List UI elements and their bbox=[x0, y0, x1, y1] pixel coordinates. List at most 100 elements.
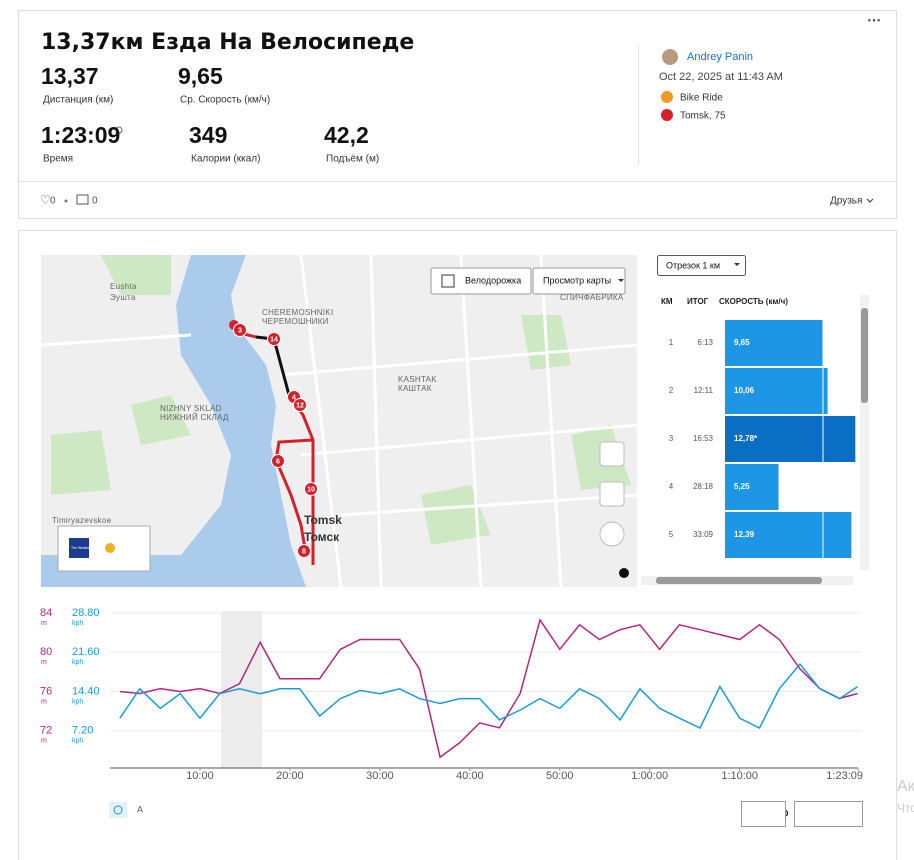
split-selector[interactable] bbox=[657, 255, 746, 276]
chevron bbox=[866, 198, 874, 203]
split-bar[interactable] bbox=[725, 512, 852, 558]
visibility[interactable]: Друзья bbox=[830, 196, 862, 207]
column-header: КМ bbox=[661, 297, 673, 306]
fullscreen-button[interactable] bbox=[599, 441, 625, 467]
weather-logo bbox=[69, 538, 89, 558]
distance-toggle[interactable]: A bbox=[137, 804, 143, 814]
stat-label: Дистанция (км) bbox=[43, 95, 113, 106]
route-marker bbox=[267, 332, 281, 346]
side-text: Ак bbox=[897, 778, 914, 795]
map-label: Tomsk bbox=[304, 513, 342, 527]
route-marker bbox=[271, 454, 285, 468]
route-marker bbox=[297, 544, 311, 558]
route-marker-label: 3 bbox=[238, 327, 242, 334]
split-bar[interactable] bbox=[725, 368, 828, 414]
map-label: CHEREMOSHNIKI bbox=[262, 308, 333, 317]
scrollbar[interactable] bbox=[860, 295, 869, 570]
compass-button[interactable] bbox=[599, 521, 625, 547]
stat-value: 42,2 bbox=[324, 122, 369, 148]
chevron bbox=[618, 279, 624, 282]
scroll-thumb[interactable] bbox=[656, 577, 822, 584]
legend-item[interactable] bbox=[794, 801, 863, 827]
parks bbox=[51, 255, 631, 545]
y-tick-label: 14.40 bbox=[72, 685, 100, 697]
center-button[interactable] bbox=[599, 481, 625, 507]
route-marker bbox=[293, 398, 307, 412]
y2-unit: m bbox=[41, 738, 47, 745]
split-bar[interactable] bbox=[725, 464, 779, 510]
roads bbox=[40, 254, 638, 588]
series-line bbox=[119, 663, 859, 730]
map-label: Timiryazevskoe bbox=[52, 516, 112, 525]
time-toggle[interactable] bbox=[109, 802, 127, 818]
map-label: KASHTAK bbox=[398, 375, 437, 384]
stat-label: Ср. Скорость (км/ч) bbox=[180, 95, 270, 106]
like-icon[interactable]: ♡ bbox=[40, 193, 51, 207]
bike-lane-toggle[interactable] bbox=[430, 267, 532, 295]
avatar[interactable] bbox=[662, 49, 678, 65]
y2-unit: m bbox=[41, 659, 47, 666]
chevron bbox=[734, 263, 740, 266]
route-marker bbox=[304, 482, 318, 496]
y-unit: kph bbox=[72, 659, 83, 666]
y2-tick-label: 84 bbox=[40, 607, 52, 619]
route-marker-label: 8 bbox=[302, 548, 306, 555]
weather-widget[interactable] bbox=[57, 525, 151, 572]
x-tick-label: 1:00:00 bbox=[631, 770, 668, 782]
more-menu[interactable]: ⋯ bbox=[867, 12, 881, 28]
comment-count: 0 bbox=[92, 196, 98, 207]
route-marker-label: 12 bbox=[296, 402, 304, 409]
y2-tick-label: 76 bbox=[40, 685, 52, 697]
x-tick-label: 30:00 bbox=[366, 770, 394, 782]
x-tick-label: 40:00 bbox=[456, 770, 484, 782]
separator bbox=[64, 199, 68, 203]
total-time: 12:11 bbox=[694, 386, 714, 395]
user-name[interactable]: Andrey Panin bbox=[687, 51, 753, 63]
total-time: 16:53 bbox=[693, 434, 714, 443]
split-bar[interactable] bbox=[725, 416, 856, 462]
stat-value: 349 bbox=[189, 122, 227, 148]
km: 4 bbox=[669, 482, 674, 491]
series-line bbox=[119, 618, 858, 759]
split-bar[interactable] bbox=[725, 320, 824, 366]
activity-date: Oct 22, 2025 at 11:43 AM bbox=[659, 71, 783, 83]
route-marker-label: 4 bbox=[292, 394, 296, 401]
y-tick-label: 7.20 bbox=[72, 725, 93, 737]
map-label: СПИЧФАБРИКА bbox=[560, 293, 624, 302]
total-time: 33:09 bbox=[693, 530, 714, 539]
split-selector-label[interactable]: Отрезок 1 км bbox=[666, 260, 720, 270]
scroll-thumb[interactable] bbox=[861, 308, 868, 403]
stat-label: Время bbox=[43, 154, 73, 165]
side-text: Что bbox=[897, 801, 914, 815]
y2-unit: m bbox=[41, 698, 47, 705]
info-icon[interactable] bbox=[115, 126, 123, 134]
y-unit: kph bbox=[72, 738, 83, 745]
checkbox[interactable] bbox=[441, 274, 455, 288]
river bbox=[41, 255, 306, 587]
split-speed: 10,06 bbox=[734, 386, 755, 395]
route-marker-label: 10 bbox=[307, 486, 315, 493]
km: 3 bbox=[669, 434, 674, 443]
weather-label: The Weather Channel bbox=[71, 546, 105, 550]
x-tick-label: 1:23:09 bbox=[826, 770, 863, 782]
map-label: Томск bbox=[304, 530, 340, 544]
info-button[interactable] bbox=[619, 568, 629, 578]
comment-icon[interactable] bbox=[76, 194, 89, 205]
km: 1 bbox=[669, 338, 674, 347]
route-marker bbox=[233, 323, 247, 337]
y-tick-label: 21.60 bbox=[72, 646, 100, 658]
y-tick-label: 28.80 bbox=[72, 607, 100, 619]
x-tick-label: 1:10:00 bbox=[721, 770, 758, 782]
stat-value: 9,65 bbox=[178, 63, 223, 89]
activity-icon bbox=[661, 91, 673, 103]
legend-item[interactable] bbox=[741, 801, 786, 827]
map: Велодорожка Просмотр карты Eushta Эушта CHER… bbox=[40, 254, 638, 588]
km: 5 bbox=[669, 530, 674, 539]
x-tick-label: 50:00 bbox=[546, 770, 574, 782]
total-time: 6:13 bbox=[697, 338, 713, 347]
location: Tomsk, 75 bbox=[680, 111, 726, 122]
like-count: 0 bbox=[50, 196, 56, 207]
activity-title: 13,37км Езда На Велосипеде bbox=[41, 30, 414, 55]
location-icon bbox=[661, 109, 673, 121]
map-view-dropdown[interactable] bbox=[532, 267, 626, 295]
